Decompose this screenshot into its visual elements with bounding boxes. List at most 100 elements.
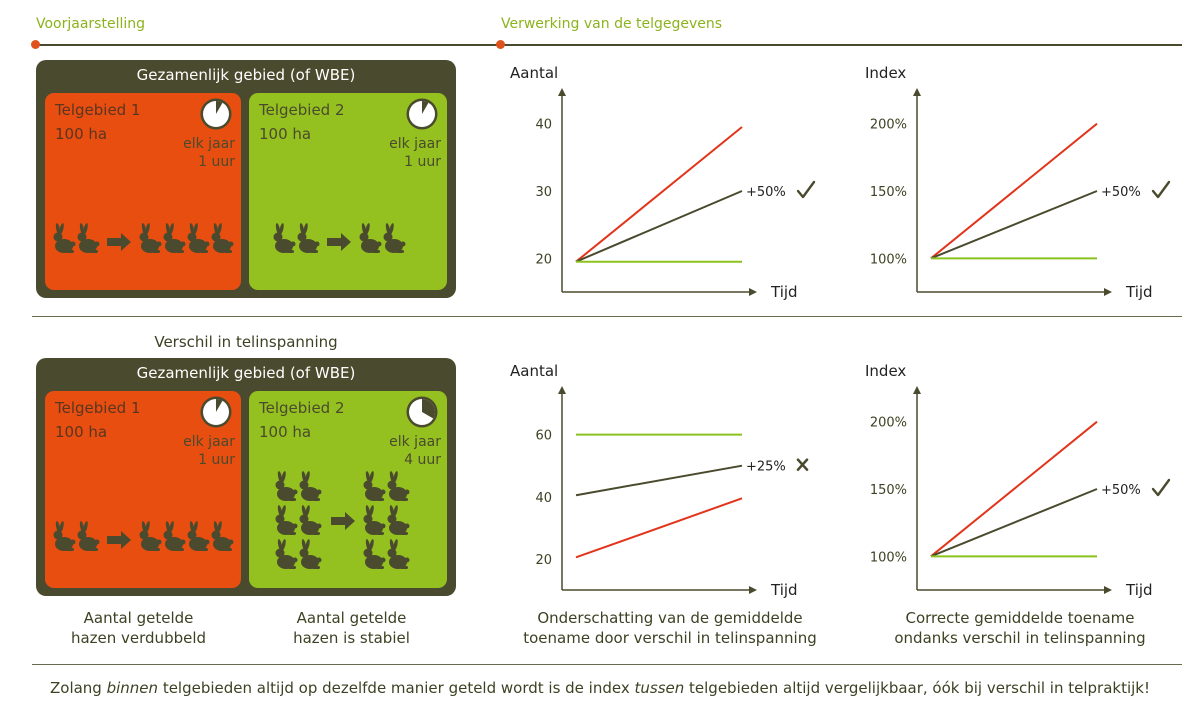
y-axis-label: Aantal bbox=[510, 64, 558, 82]
series-line-red bbox=[930, 420, 1098, 558]
y-tick-label: 20 bbox=[535, 252, 552, 267]
telgebied-name: Telgebied 2 bbox=[259, 101, 345, 119]
hare-icon bbox=[211, 223, 234, 253]
y-axis-arrow bbox=[558, 386, 566, 394]
hare-icon bbox=[387, 505, 410, 535]
series-change-label: +50% bbox=[1101, 483, 1141, 498]
count-frequency: elk jaar 1 uur bbox=[183, 434, 235, 468]
series-change-label: +50% bbox=[1101, 185, 1141, 200]
caption-area1: Aantal getelde hazen verdubbeld bbox=[70, 609, 207, 647]
y-axis-arrow bbox=[558, 88, 566, 96]
hare-icon bbox=[211, 521, 234, 551]
hare-icon bbox=[299, 505, 322, 535]
y-axis-arrow bbox=[913, 88, 921, 96]
telgebied-size: 100 ha bbox=[55, 125, 108, 143]
clock-icon bbox=[406, 396, 438, 428]
hare-icon bbox=[163, 521, 186, 551]
arrow-icon bbox=[107, 531, 131, 549]
x-axis-label: Tijd bbox=[770, 283, 798, 301]
header-voorjaarstelling: Voorjaarstelling bbox=[36, 16, 146, 32]
y-tick-label: 20 bbox=[535, 553, 552, 568]
bottom-note: Zolang binnen telgebieden altijd op deze… bbox=[49, 679, 1151, 697]
chart-index-bottom: Index Tijd 100% 150% 200% +50% bbox=[865, 362, 1171, 599]
telgebied-name: Telgebied 1 bbox=[55, 399, 141, 417]
caption-chart3: Onderschatting van de gemiddelde toename … bbox=[523, 609, 817, 647]
telgebied-1: Telgebied 1 100 ha elk jaar 1 uur bbox=[45, 93, 241, 290]
x-axis-label: Tijd bbox=[1125, 283, 1153, 301]
y-tick-label: 40 bbox=[535, 491, 552, 506]
hare-icon bbox=[187, 521, 210, 551]
arrow-icon bbox=[327, 233, 351, 251]
panel-top: Gezamenlijk gebied (of WBE) Telgebied 1 … bbox=[36, 60, 456, 298]
series-line-dark bbox=[930, 488, 1098, 558]
y-tick-label: 200% bbox=[870, 416, 907, 431]
y-tick-label: 40 bbox=[535, 118, 552, 133]
x-axis-arrow bbox=[1104, 288, 1112, 296]
x-axis-arrow bbox=[749, 288, 757, 296]
header-verwerking: Verwerking van de telgegevens bbox=[501, 16, 723, 32]
telgebied-size: 100 ha bbox=[259, 125, 312, 143]
hare-icon bbox=[297, 223, 320, 253]
y-tick-label: 200% bbox=[870, 118, 907, 133]
hares-grid bbox=[275, 471, 410, 569]
hare-icon bbox=[139, 521, 162, 551]
hare-icon bbox=[299, 471, 322, 501]
cross-icon bbox=[796, 458, 809, 471]
x-axis-arrow bbox=[1104, 586, 1112, 594]
hare-icon bbox=[383, 223, 406, 253]
series-line-dark bbox=[930, 190, 1098, 260]
series-line-dark bbox=[575, 190, 743, 263]
telgebied-name: Telgebied 2 bbox=[259, 399, 345, 417]
series-change-label: +25% bbox=[746, 460, 786, 475]
hare-icon bbox=[359, 223, 382, 253]
count-frequency: elk jaar 4 uur bbox=[389, 434, 441, 468]
hare-icon bbox=[53, 521, 76, 551]
series-change-label: +50% bbox=[746, 185, 786, 200]
x-axis-label: Tijd bbox=[770, 581, 798, 599]
y-axis-arrow bbox=[913, 386, 921, 394]
series-line-red bbox=[930, 122, 1098, 260]
y-axis-label: Index bbox=[865, 362, 906, 380]
hare-icon bbox=[363, 539, 386, 569]
check-icon bbox=[796, 180, 816, 199]
panel-bottom: Gezamenlijk gebied (of WBE) Telgebied 1 … bbox=[36, 358, 456, 596]
timeline-line bbox=[36, 44, 1182, 46]
y-tick-label: 100% bbox=[870, 550, 907, 565]
check-icon bbox=[1151, 478, 1171, 497]
telgebied-2: Telgebied 2 100 ha elk jaar 4 uur bbox=[249, 391, 447, 588]
series-line-red bbox=[575, 497, 743, 559]
hare-icon bbox=[363, 505, 386, 535]
y-tick-label: 60 bbox=[535, 429, 552, 444]
hare-icon bbox=[275, 471, 298, 501]
panel-title: Gezamenlijk gebied (of WBE) bbox=[136, 66, 356, 84]
section2-title: Verschil in telinspanning bbox=[154, 333, 338, 351]
section-divider bbox=[32, 316, 1182, 317]
hare-icon bbox=[363, 471, 386, 501]
chart-aantal-bottom: Aantal Tijd 20 40 60 +25% bbox=[510, 362, 809, 599]
y-tick-label: 150% bbox=[870, 185, 907, 200]
arrow-icon bbox=[331, 512, 355, 530]
clock-wedge bbox=[422, 399, 436, 419]
y-axis-label: Aantal bbox=[510, 362, 558, 380]
hare-icon bbox=[299, 539, 322, 569]
telgebied-1: Telgebied 1 100 ha elk jaar 1 uur bbox=[45, 391, 241, 588]
hares-row bbox=[53, 521, 234, 551]
hare-icon bbox=[187, 223, 210, 253]
hare-icon bbox=[139, 223, 162, 253]
timeline-dot-processing bbox=[496, 40, 505, 49]
telgebied-name: Telgebied 1 bbox=[55, 101, 141, 119]
timeline-dot-start bbox=[31, 40, 40, 49]
clock-wedge bbox=[216, 101, 223, 114]
clock-icon bbox=[200, 396, 232, 428]
y-axis-label: Index bbox=[865, 64, 906, 82]
count-frequency: elk jaar 1 uur bbox=[389, 136, 441, 170]
telgebied-size: 100 ha bbox=[259, 423, 312, 441]
telgebied-size: 100 ha bbox=[55, 423, 108, 441]
caption-area2: Aantal getelde hazen is stabiel bbox=[293, 609, 410, 647]
y-tick-label: 150% bbox=[870, 483, 907, 498]
telgebied-2: Telgebied 2 100 ha elk jaar 1 uur bbox=[249, 93, 447, 290]
hare-icon bbox=[273, 223, 296, 253]
x-axis-label: Tijd bbox=[1125, 581, 1153, 599]
clock-icon bbox=[406, 98, 438, 130]
hare-icon bbox=[77, 223, 100, 253]
